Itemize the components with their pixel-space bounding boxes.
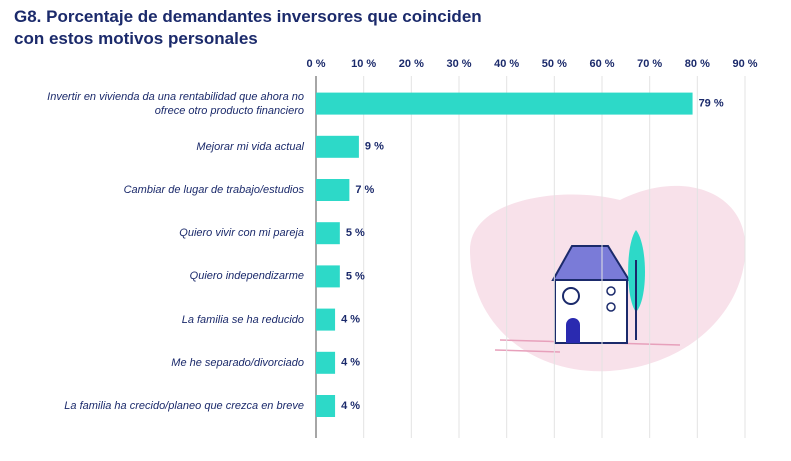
y-tick-label: Invertir en vivienda da una rentabilidad… (47, 90, 304, 117)
x-tick-label: 60 % (589, 58, 614, 70)
value-label: 5 % (346, 227, 365, 239)
value-label: 9 % (365, 141, 384, 153)
window (562, 287, 580, 305)
x-tick-label: 0 % (307, 58, 326, 70)
value-label: 5 % (346, 270, 365, 282)
value-label: 4 % (341, 357, 360, 369)
x-tick-label: 40 % (494, 58, 519, 70)
value-label: 7 % (355, 184, 374, 196)
y-tick-label: La familia se ha reducido (181, 313, 304, 326)
ground (494, 349, 561, 353)
y-tick-label: La familia ha crecido/planeo que crezca … (64, 400, 304, 412)
y-tick-label: Mejorar mi vida actual (196, 140, 304, 153)
x-tick-label: 90 % (732, 58, 757, 70)
bar (316, 351, 336, 374)
y-tick-label: Quiero independizarme (189, 270, 304, 283)
window (606, 302, 616, 312)
bar (316, 92, 693, 115)
value-label: 4 % (341, 400, 360, 412)
bar (316, 395, 336, 417)
illustration (470, 185, 746, 372)
x-tick-label: 10 % (351, 58, 376, 70)
door (566, 318, 580, 343)
grid (315, 76, 746, 438)
value-label: 4 % (341, 314, 360, 326)
roof (551, 245, 631, 281)
bar (316, 179, 350, 201)
chart-title: G8. Porcentaje de demandantes inversores… (14, 7, 482, 48)
bar (316, 222, 340, 245)
value-label: 79 % (699, 98, 724, 110)
bar (316, 135, 359, 158)
x-tick-label: 20 % (399, 58, 424, 70)
x-tick-label: 80 % (685, 58, 710, 70)
x-tick-label: 50 % (542, 58, 567, 70)
x-tick-label: 30 % (446, 58, 471, 70)
y-tick-label: Quiero vivir con mi pareja (179, 227, 304, 240)
bar (316, 308, 336, 331)
window (606, 286, 616, 296)
bar (316, 265, 340, 288)
y-tick-label: Cambiar de lugar de trabajo/estudios (123, 184, 304, 196)
x-tick-label: 70 % (637, 58, 662, 70)
y-tick-label: Me he separado/divorciado (171, 356, 304, 369)
